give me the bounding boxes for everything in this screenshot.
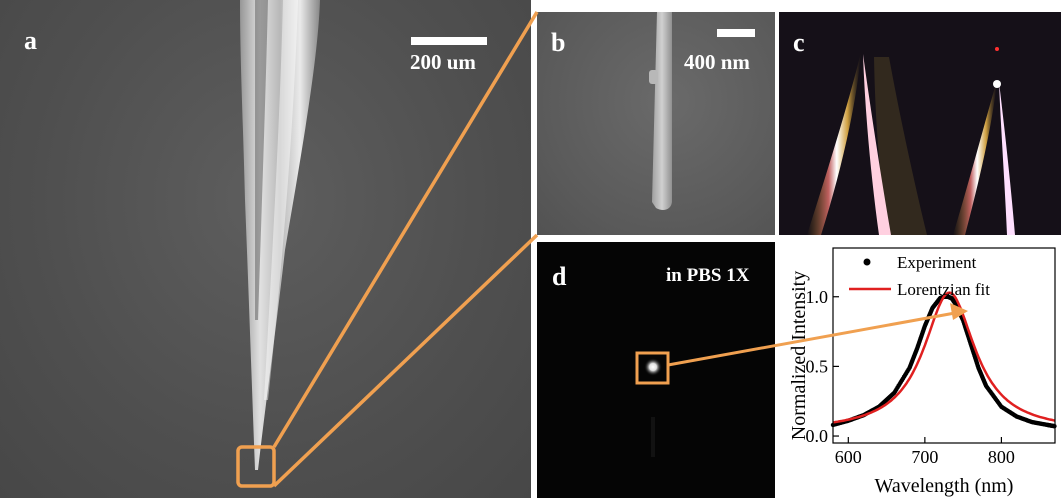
- x-tick-label: 700: [911, 447, 938, 467]
- spectrum-chart-panel: 600 700 800 0.0 0.5 1.0 Experiment Lorentzian …: [775, 240, 1061, 498]
- panel-b-scale-bar: [717, 29, 755, 37]
- panel-d-emission-image: d in PBS 1X: [537, 242, 775, 498]
- panel-b-label: b: [551, 28, 566, 57]
- y-tick-label: 1.0: [806, 287, 829, 307]
- x-axis-label: Wavelength (nm): [875, 475, 1014, 497]
- legend-fit-label: Lorentzian fit: [897, 280, 990, 299]
- panel-c-optical-image: c: [779, 12, 1061, 235]
- emission-spot-image: [635, 351, 670, 457]
- panel-c-label: c: [793, 28, 805, 57]
- experiment-points: [830, 294, 1057, 429]
- x-tick-label: 600: [835, 447, 862, 467]
- tapered-fiber-image: [240, 0, 320, 470]
- panel-d-label: d: [552, 262, 567, 291]
- y-axis-label: Normalized Intensity: [788, 271, 810, 440]
- panel-a-scale-label: 200 um: [410, 50, 476, 74]
- y-tick-label: 0.0: [806, 426, 829, 446]
- panel-a-label: a: [24, 26, 37, 55]
- glowing-tips-image: [807, 47, 1015, 235]
- x-tick-label: 800: [988, 447, 1015, 467]
- panel-b-sem-zoom: b 400 nm: [537, 12, 775, 235]
- panel-b-scale-label: 400 nm: [684, 50, 750, 74]
- chart-legend: Experiment Lorentzian fit: [849, 253, 990, 299]
- panel-d-medium-label: in PBS 1X: [666, 265, 750, 286]
- emission-spot-highlight-box: [635, 351, 670, 385]
- fiber-tip-zoom-image: [649, 12, 672, 210]
- legend-experiment-marker: [863, 258, 871, 266]
- panel-a-scale-bar: [411, 37, 487, 45]
- lorentzian-fit-line: [832, 291, 1056, 424]
- panel-a-sem-image: a 200 um: [0, 0, 531, 498]
- legend-experiment-label: Experiment: [897, 253, 977, 272]
